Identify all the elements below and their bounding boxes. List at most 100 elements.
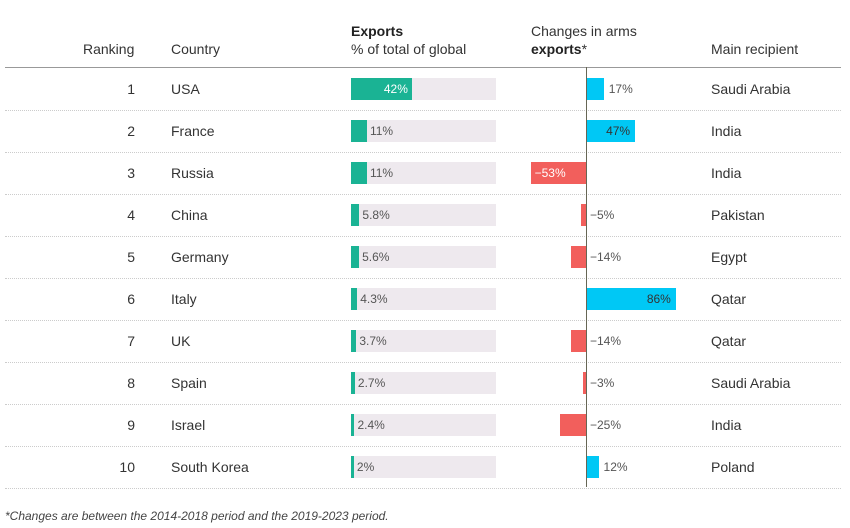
- change-label: −14%: [590, 250, 622, 264]
- header-recipient: Main recipient: [711, 41, 799, 57]
- ranking: 6: [127, 291, 135, 307]
- table-row: 8 Spain 2.7% −3% Saudi Arabia: [5, 362, 841, 405]
- table-row: 5 Germany 5.6% −14% Egypt: [5, 236, 841, 279]
- exports-bar: [351, 330, 357, 352]
- exports-track: 42%: [351, 78, 496, 100]
- exports-track: 3.7%: [351, 330, 496, 352]
- ranking: 5: [127, 249, 135, 265]
- exports-label: 11%: [369, 166, 394, 180]
- exports-label: 5.6%: [362, 250, 390, 264]
- exports-track: 2.7%: [351, 372, 496, 394]
- exports-bar: [351, 120, 367, 142]
- header-divider: [5, 67, 841, 68]
- exports-label: 2.4%: [357, 418, 385, 432]
- change-bar: [582, 372, 586, 394]
- change-label: −3%: [590, 376, 615, 390]
- exports-label: 2%: [356, 460, 375, 474]
- header-changes: Changes in arms exports*: [531, 22, 637, 58]
- country: Israel: [171, 417, 206, 433]
- country: Germany: [171, 249, 229, 265]
- main-recipient: Poland: [711, 459, 755, 475]
- exports-bar: [351, 372, 355, 394]
- main-recipient: Qatar: [711, 333, 747, 349]
- main-recipient: Pakistan: [711, 207, 765, 223]
- change-bar: [580, 204, 586, 226]
- main-recipient: India: [711, 165, 742, 181]
- country: France: [171, 123, 215, 139]
- country: South Korea: [171, 459, 249, 475]
- change-bar: [571, 246, 586, 268]
- change-bar: [586, 288, 676, 310]
- change-label: −5%: [590, 208, 615, 222]
- table-row: 9 Israel 2.4% −25% India: [5, 404, 841, 447]
- header-ranking: Ranking: [83, 41, 135, 57]
- exports-label: 11%: [369, 124, 394, 138]
- change-label: 86%: [646, 292, 671, 306]
- main-recipient: India: [711, 417, 742, 433]
- change-bar: [559, 414, 586, 436]
- ranking: 9: [127, 417, 135, 433]
- exports-track: 2%: [351, 456, 496, 478]
- table-row: 1 USA 42% 17% Saudi Arabia: [5, 68, 841, 111]
- change-label: −53%: [534, 166, 566, 180]
- country: Russia: [171, 165, 214, 181]
- exports-track: 11%: [351, 120, 496, 142]
- main-recipient: India: [711, 123, 742, 139]
- change-bar: [571, 330, 586, 352]
- change-bar: [530, 162, 586, 184]
- main-recipient: Saudi Arabia: [711, 81, 791, 97]
- exports-bar: [351, 414, 355, 436]
- header-exports-sub: % of total of global: [351, 41, 467, 57]
- exports-bar: [351, 246, 360, 268]
- ranking: 8: [127, 375, 135, 391]
- change-label: −14%: [590, 334, 622, 348]
- header-exports: Exports % of total of global: [351, 22, 466, 58]
- change-label: 12%: [603, 460, 628, 474]
- exports-track: 5.8%: [351, 204, 496, 226]
- header-changes-star: *: [581, 41, 588, 57]
- header-country: Country: [171, 41, 221, 57]
- exports-bar: [351, 456, 354, 478]
- exports-label: 42%: [383, 82, 408, 96]
- header-changes-bold: exports: [531, 41, 582, 57]
- country: Spain: [171, 375, 207, 391]
- ranking: 10: [119, 459, 135, 475]
- change-zero-axis: [586, 67, 587, 487]
- exports-track: 2.4%: [351, 414, 496, 436]
- exports-track: 4.3%: [351, 288, 496, 310]
- change-label: −25%: [590, 418, 622, 432]
- exports-label: 5.8%: [362, 208, 390, 222]
- table-row: 4 China 5.8% −5% Pakistan: [5, 194, 841, 237]
- exports-track: 5.6%: [351, 246, 496, 268]
- exports-bar: [351, 288, 358, 310]
- change-label: 17%: [608, 82, 633, 96]
- change-bar: [586, 120, 636, 142]
- exports-label: 4.3%: [360, 292, 388, 306]
- main-recipient: Saudi Arabia: [711, 375, 791, 391]
- table-row: 10 South Korea 2% 12% Poland: [5, 446, 841, 489]
- footnote: *Changes are between the 2014-2018 perio…: [5, 509, 389, 523]
- country: Italy: [171, 291, 197, 307]
- main-recipient: Qatar: [711, 291, 747, 307]
- ranking: 3: [127, 165, 135, 181]
- exports-label: 2.7%: [357, 376, 386, 390]
- ranking: 4: [127, 207, 135, 223]
- exports-track: 11%: [351, 162, 496, 184]
- country: China: [171, 207, 208, 223]
- exports-label: 3.7%: [359, 334, 387, 348]
- ranking: 7: [127, 333, 135, 349]
- country: USA: [171, 81, 200, 97]
- ranking: 2: [127, 123, 135, 139]
- exports-bar: [351, 162, 367, 184]
- exports-bar: [351, 78, 412, 100]
- exports-bar: [351, 204, 360, 226]
- ranking: 1: [127, 81, 135, 97]
- table-row: 2 France 11% 47% India: [5, 110, 841, 153]
- header-changes-line1: Changes in arms: [531, 23, 637, 39]
- change-label: 47%: [606, 124, 631, 138]
- table-row: 3 Russia 11% −53% India: [5, 152, 841, 195]
- main-recipient: Egypt: [711, 249, 747, 265]
- table-row: 7 UK 3.7% −14% Qatar: [5, 320, 841, 363]
- table-row: 6 Italy 4.3% 86% Qatar: [5, 278, 841, 321]
